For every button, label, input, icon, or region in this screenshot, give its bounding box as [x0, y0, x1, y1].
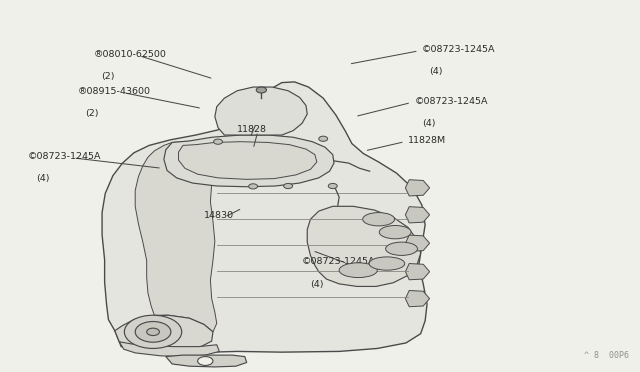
Text: 14830: 14830 [204, 211, 234, 220]
Polygon shape [405, 263, 429, 280]
Circle shape [284, 183, 292, 189]
Text: ^ 8  00P6: ^ 8 00P6 [584, 350, 629, 359]
Polygon shape [164, 135, 334, 187]
Text: ®08010-62500: ®08010-62500 [94, 49, 166, 59]
Polygon shape [215, 87, 307, 135]
Polygon shape [179, 142, 317, 179]
Text: ©08723-1245A: ©08723-1245A [414, 96, 488, 106]
Text: ©08723-1245A: ©08723-1245A [422, 45, 495, 54]
Polygon shape [405, 291, 429, 307]
Text: (4): (4) [429, 67, 443, 76]
Text: (2): (2) [86, 109, 99, 118]
Circle shape [248, 184, 257, 189]
Text: (4): (4) [310, 280, 323, 289]
Polygon shape [405, 235, 429, 251]
Ellipse shape [369, 257, 404, 270]
Polygon shape [115, 315, 213, 350]
Ellipse shape [386, 242, 417, 256]
Circle shape [198, 357, 213, 365]
Ellipse shape [380, 225, 411, 239]
Text: ®08915-43600: ®08915-43600 [78, 87, 151, 96]
Polygon shape [119, 342, 220, 357]
Polygon shape [166, 355, 246, 367]
Circle shape [147, 328, 159, 336]
Text: (2): (2) [101, 72, 115, 81]
Circle shape [256, 87, 266, 93]
Text: (4): (4) [422, 119, 435, 128]
Circle shape [319, 136, 328, 141]
Text: ©08723-1245A: ©08723-1245A [302, 257, 376, 266]
Polygon shape [405, 180, 429, 196]
Circle shape [214, 139, 223, 144]
Circle shape [135, 321, 171, 342]
Ellipse shape [363, 212, 394, 226]
Polygon shape [102, 82, 427, 352]
Polygon shape [135, 141, 225, 332]
Text: (4): (4) [36, 174, 49, 183]
Text: 11828: 11828 [237, 125, 267, 134]
Polygon shape [307, 206, 420, 286]
Polygon shape [405, 207, 429, 223]
Text: ©08723-1245A: ©08723-1245A [28, 152, 102, 161]
Circle shape [124, 315, 182, 349]
Ellipse shape [339, 263, 378, 278]
Text: 11828M: 11828M [408, 136, 446, 145]
Circle shape [328, 183, 337, 189]
